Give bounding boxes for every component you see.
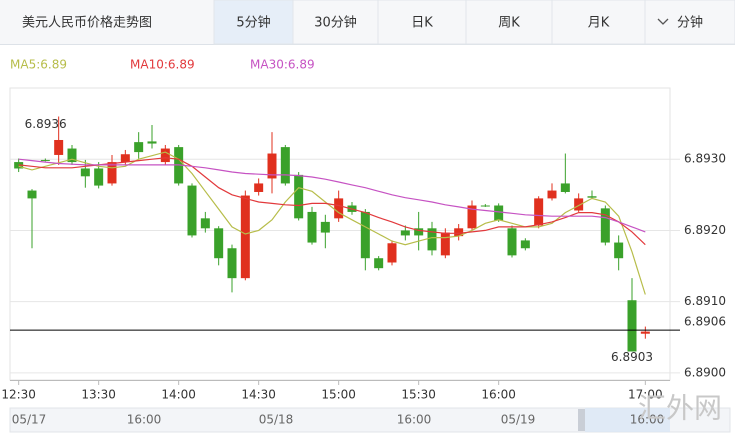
- watermark: 汇外网: [638, 392, 722, 425]
- candle-body: [120, 154, 130, 163]
- candle-body: [27, 190, 37, 199]
- candle-body: [520, 240, 530, 249]
- candle-body: [280, 147, 290, 184]
- legend: MA5:6.89 MA10:6.89 MA30:6.89: [10, 58, 315, 72]
- navigator-label: 05/17: [12, 413, 47, 427]
- tab-label[interactable]: 30分钟: [314, 15, 357, 31]
- ma-line: [18, 157, 646, 246]
- candle-body: [507, 228, 517, 256]
- x-tick-label: 14:00: [161, 388, 196, 402]
- grid: 6.8930 6.8920 6.8910 6.8900 12:30 13:30 14:00 1…: [1, 152, 726, 402]
- tabs: 5分钟 30分钟 日K 周K 月K 分钟: [213, 0, 735, 45]
- candle-body: [54, 139, 64, 155]
- y-tick-label: 6.8900: [684, 365, 726, 379]
- candle-body: [227, 248, 237, 279]
- candle-body: [254, 183, 264, 192]
- tab-label[interactable]: 周K: [498, 16, 520, 31]
- x-tick-label: 12:30: [1, 388, 36, 402]
- legend-entry: MA30:6.89: [250, 58, 315, 72]
- navigator-window[interactable]: [585, 408, 670, 432]
- candle-body: [467, 205, 477, 229]
- candle-body: [187, 185, 197, 236]
- candle-body: [614, 242, 624, 259]
- candle-body: [534, 198, 544, 226]
- navigator-label: 16:00: [397, 413, 432, 427]
- candle-body: [240, 195, 250, 279]
- candle-body: [160, 148, 170, 163]
- candle-body: [440, 232, 450, 256]
- max-label: 6.8936: [25, 117, 67, 131]
- candle-body: [94, 168, 104, 186]
- y-tick-label: 6.8930: [684, 152, 726, 166]
- legend-entry: MA5:6.89: [10, 58, 67, 72]
- tab-label[interactable]: 5分钟: [236, 15, 270, 31]
- ma-line: [18, 151, 646, 295]
- navigator-labels: 05/17 16:00 05/18 16:00 05/19 16:00: [12, 413, 665, 427]
- candle-body: [267, 153, 277, 179]
- x-tick-label: 13:30: [81, 388, 116, 402]
- candle-body: [67, 148, 77, 163]
- candle-body: [334, 198, 344, 219]
- candle-body: [307, 211, 317, 243]
- candle-body: [640, 331, 650, 334]
- page-title: 美元人民币价格走势图: [22, 15, 152, 31]
- plot-frame: [9, 87, 671, 381]
- candle-body: [627, 300, 637, 352]
- dropdown-icon: [657, 18, 669, 25]
- navigator-label: 16:00: [630, 413, 665, 427]
- candle-body: [294, 174, 304, 219]
- x-tick-label: 16:00: [481, 388, 516, 402]
- candle-body: [560, 183, 570, 192]
- y-tick-label: 6.8920: [684, 223, 726, 237]
- candle-body: [480, 205, 490, 207]
- candle-body: [494, 205, 504, 221]
- candle-body: [320, 221, 330, 233]
- candle-body: [374, 258, 384, 269]
- candle-body: [360, 211, 370, 259]
- price-line-label: 6.8906: [684, 315, 726, 329]
- navigator-label: 16:00: [127, 413, 162, 427]
- candle-body: [134, 142, 144, 153]
- tab-bar: [0, 0, 735, 45]
- candle-body: [214, 228, 224, 259]
- candle-body: [80, 168, 90, 177]
- navigator-handle[interactable]: [578, 409, 585, 431]
- tab-label[interactable]: 月K: [588, 16, 610, 31]
- tab-label[interactable]: 日K: [411, 16, 433, 31]
- candle-body: [107, 162, 117, 184]
- candle-body: [147, 141, 157, 144]
- tab[interactable]: [644, 0, 735, 45]
- candle-body: [547, 190, 557, 199]
- x-tick-label: 17:00: [628, 388, 663, 402]
- candle-body: [587, 196, 597, 198]
- candle-body: [200, 218, 210, 229]
- candle-body: [600, 208, 610, 243]
- navigator-label: 05/18: [259, 413, 294, 427]
- candle-body: [414, 228, 424, 236]
- candle-body: [400, 230, 410, 236]
- tab-label[interactable]: 分钟: [677, 15, 703, 31]
- x-tick-label: 14:30: [241, 388, 276, 402]
- y-tick-label: 6.8910: [684, 294, 726, 308]
- x-tick-label: 15:00: [321, 388, 356, 402]
- min-label: 6.8903: [611, 350, 653, 364]
- x-tick-label: 15:30: [401, 388, 436, 402]
- tab[interactable]: [213, 0, 294, 45]
- candle-body: [387, 243, 397, 263]
- plot: 6.8906 6.8936 6.8903: [10, 116, 726, 364]
- candle-body: [40, 159, 50, 161]
- legend-entry: MA10:6.89: [130, 58, 195, 72]
- candle-body: [574, 198, 584, 211]
- ma-line: [18, 158, 646, 233]
- candle-body: [454, 228, 464, 237]
- candle-body: [427, 228, 437, 251]
- navigator-label: 05/19: [501, 413, 536, 427]
